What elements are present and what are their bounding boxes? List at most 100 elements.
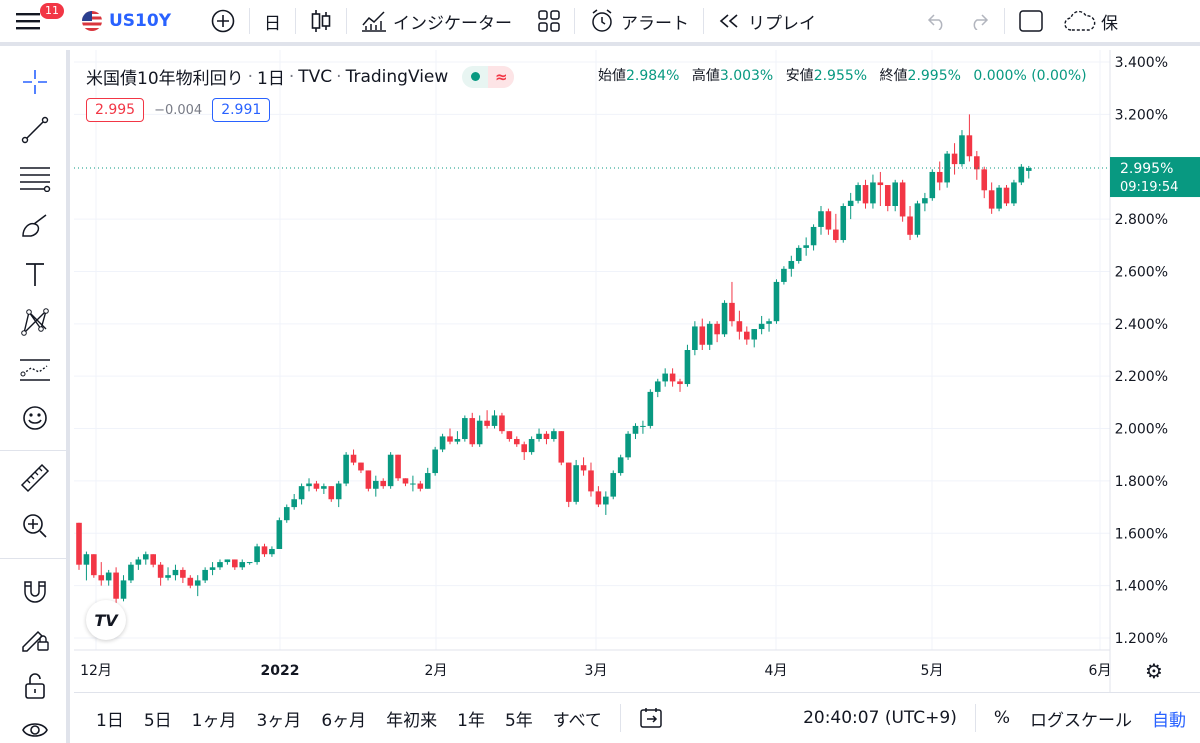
- candle: [744, 326, 750, 345]
- series-interval: 1日: [257, 69, 285, 89]
- candle: [410, 475, 416, 492]
- range-button[interactable]: 5年: [504, 710, 533, 731]
- pattern-tool-button[interactable]: [15, 302, 55, 342]
- crosshair-tool-button[interactable]: [15, 62, 55, 102]
- zoom-in-tool-button[interactable]: [15, 506, 55, 546]
- emoji-tool-button[interactable]: [15, 398, 55, 438]
- date-range-group: 1日 5日 1ヶ月 3ヶ月 6ヶ月 年初来 1年 5年 すべて: [74, 706, 612, 731]
- main-menu-button[interactable]: 11: [0, 0, 64, 42]
- candle: [128, 562, 134, 584]
- candle: [350, 449, 357, 466]
- tradingview-logo-icon[interactable]: TV: [86, 600, 126, 640]
- add-circle-icon: [211, 9, 235, 33]
- candle: [647, 389, 654, 429]
- hide-drawings-button[interactable]: [15, 710, 55, 743]
- candle: [313, 480, 320, 492]
- lock-all-button[interactable]: [15, 666, 55, 706]
- replay-button[interactable]: リプレイ: [708, 0, 826, 42]
- price-tick-label: 3.200%: [1115, 107, 1168, 123]
- time-tick-label: 3月: [585, 663, 608, 679]
- prediction-tool-button[interactable]: [15, 350, 55, 390]
- candle: [499, 412, 505, 434]
- eye-icon: [22, 723, 48, 737]
- candle: [595, 486, 602, 508]
- trend-line-icon: [21, 116, 49, 144]
- redo-button[interactable]: [958, 0, 1000, 42]
- approx-icon: ≈: [488, 65, 515, 88]
- low-value: 2.955%: [813, 68, 868, 84]
- price-chart[interactable]: 3.400% 3.200% 2.800% 2.600% 2.400% 2.200% 2.00…: [74, 50, 1200, 692]
- series-title: 米国債10年物利回り: [86, 69, 244, 89]
- open-value: 2.984%: [626, 68, 680, 84]
- auto-scale-button[interactable]: 自動: [1142, 706, 1200, 731]
- text-tool-button[interactable]: [15, 254, 55, 294]
- price-tick-label: 1.600%: [1115, 526, 1168, 542]
- settings-gear-icon: ⚙: [1145, 659, 1163, 683]
- compare-symbol-button[interactable]: [181, 0, 245, 42]
- candle: [417, 480, 424, 492]
- buy-button[interactable]: 2.991: [212, 98, 271, 122]
- interval-label: 日: [264, 13, 282, 34]
- fullscreen-button[interactable]: [1009, 0, 1053, 42]
- interval-button[interactable]: 日: [254, 0, 291, 42]
- candle: [855, 182, 861, 204]
- fib-tool-button[interactable]: [15, 158, 55, 198]
- brush-icon: [22, 214, 47, 237]
- sell-button[interactable]: 2.995: [86, 98, 145, 122]
- candle: [432, 446, 438, 476]
- save-button[interactable]: 保: [1053, 0, 1118, 42]
- candle: [105, 569, 112, 586]
- undo-button[interactable]: [916, 0, 958, 42]
- range-button[interactable]: 1年: [457, 710, 485, 731]
- brush-tool-button[interactable]: [15, 206, 55, 246]
- candle: [899, 179, 906, 222]
- symbol-name: US10Y: [109, 11, 172, 31]
- range-button[interactable]: 3ヶ月: [256, 710, 302, 731]
- candle: [684, 344, 691, 387]
- chart-pane[interactable]: 3.400% 3.200% 2.800% 2.600% 2.400% 2.200% 2.00…: [74, 50, 1200, 692]
- toolbar-divider: [346, 8, 348, 34]
- range-button[interactable]: 5日: [143, 710, 172, 731]
- layouts-button[interactable]: [522, 0, 570, 42]
- price-tick-label: 2.000%: [1115, 422, 1168, 438]
- candle: [187, 575, 194, 589]
- lock-drawing-tool-button[interactable]: [15, 618, 55, 658]
- goto-date-button[interactable]: [629, 707, 673, 729]
- candle: [840, 203, 847, 243]
- log-scale-button[interactable]: ログスケール: [1020, 706, 1142, 731]
- range-button[interactable]: すべて: [552, 710, 602, 731]
- candle: [617, 454, 624, 476]
- range-button[interactable]: 1ヶ月: [191, 710, 237, 731]
- candle: [1025, 165, 1032, 179]
- forecast-icon: [20, 359, 50, 381]
- percent-scale-button[interactable]: %: [984, 708, 1020, 728]
- symbol-search-button[interactable]: US10Y: [56, 0, 181, 42]
- indicators-button[interactable]: インジケーター: [351, 0, 522, 42]
- open-label: 始値: [598, 68, 626, 84]
- market-status-pill[interactable]: ≈: [462, 65, 515, 88]
- low-label: 安値: [785, 68, 814, 84]
- series-legend[interactable]: 米国債10年物利回り · 1日 · TVC · TradingView ≈: [86, 64, 515, 89]
- trendline-tool-button[interactable]: [15, 110, 55, 150]
- candle: [343, 452, 349, 487]
- range-button[interactable]: 1日: [96, 710, 124, 731]
- range-button[interactable]: 6ヶ月: [321, 710, 367, 731]
- candle: [194, 575, 201, 597]
- candle: [988, 182, 995, 214]
- measure-tool-button[interactable]: [15, 458, 55, 498]
- candle: [654, 378, 661, 398]
- price-tick-label: 2.600%: [1115, 264, 1168, 280]
- candle: [580, 457, 587, 476]
- high-label: 高値: [691, 68, 720, 84]
- candle: [781, 266, 787, 285]
- range-button[interactable]: 年初来: [386, 710, 438, 731]
- clock-button[interactable]: 20:40:07 (UTC+9): [793, 708, 967, 728]
- chart-type-button[interactable]: [300, 0, 342, 42]
- candle: [142, 551, 149, 565]
- candle: [454, 431, 461, 445]
- alert-button[interactable]: アラート: [579, 0, 699, 42]
- toolbar-divider: [703, 8, 705, 34]
- candle: [974, 151, 980, 180]
- magnet-tool-button[interactable]: [15, 570, 55, 610]
- candle: [469, 412, 476, 447]
